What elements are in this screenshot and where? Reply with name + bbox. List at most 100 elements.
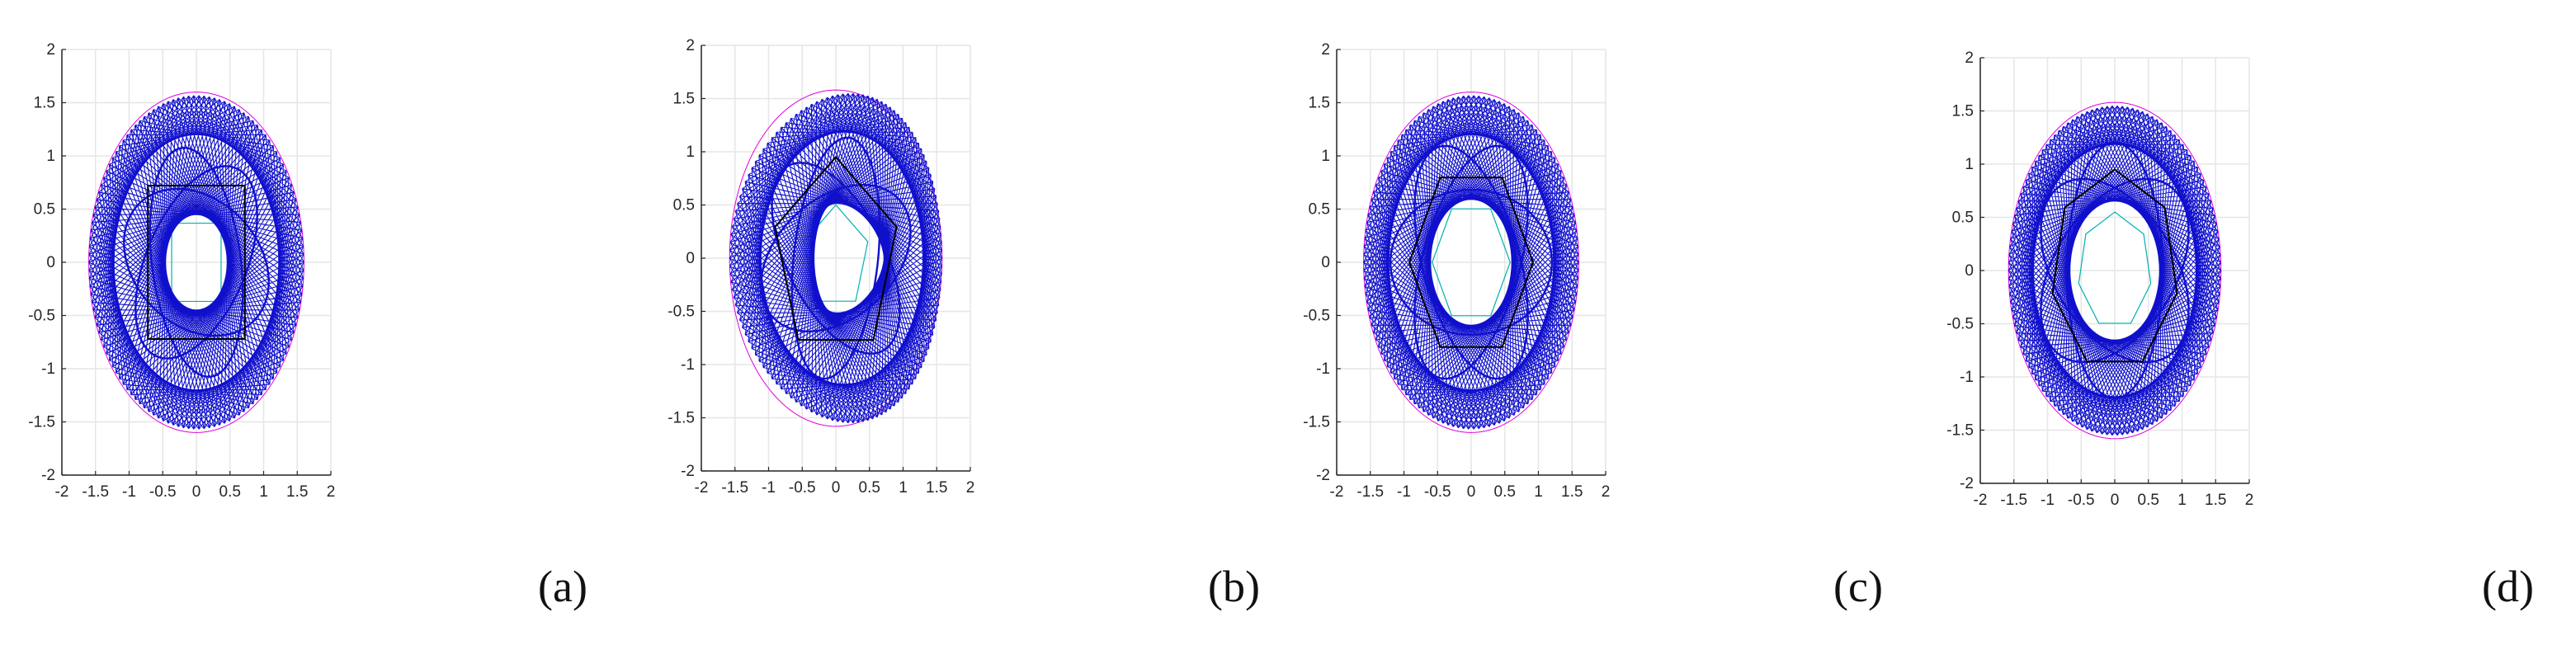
x-tick-label: 0.5 (1494, 483, 1516, 501)
x-tick-label: 1.5 (2205, 492, 2226, 509)
caption-c: (c) (1833, 562, 1883, 611)
strand-chords-primary (88, 95, 304, 430)
y-tick-label: 0 (1321, 254, 1330, 271)
x-tick-label: 2 (1602, 483, 1611, 501)
x-tick-label: 0 (1467, 483, 1476, 501)
strand-chords-primary (1363, 95, 1579, 430)
x-tick-label: -1.5 (82, 483, 109, 501)
x-tick-label: 1 (2177, 492, 2187, 509)
mid-band-ellipse (2040, 177, 2190, 364)
y-tick-label: -1.5 (1303, 414, 1330, 431)
y-tick-label: 0.5 (34, 201, 55, 219)
x-tick-label: -2 (695, 479, 709, 497)
x-tick-label: -1 (1397, 483, 1411, 501)
y-tick-label: 2 (46, 41, 55, 59)
x-tick-label: 0 (832, 479, 841, 497)
y-tick-label: 2 (686, 37, 695, 54)
y-tick-label: 1.5 (673, 91, 695, 108)
chart-panel-c: -2 -1.5 -1 -0.5 0 0.5 1 1.5 2 2 1.5 1 0.5 0 -0.5 -1 -1.5… (1275, 33, 1902, 528)
chart-d: -2 -1.5 -1 -0.5 0 0.5 1 1.5 2 2 1.5 1 0.5 0 -0.5 -1 -1.5… (1946, 49, 2254, 509)
chart-c: -2 -1.5 -1 -0.5 0 0.5 1 1.5 2 2 1.5 1 0.5 0 -0.5 -1 -1.5… (1303, 41, 1611, 501)
mid-band-ellipse (1413, 144, 1529, 380)
y-tick-label: 1 (1965, 156, 1974, 173)
curve-group (729, 89, 943, 427)
x-tick-label: -0.5 (149, 483, 177, 501)
mid-band-ellipse (2065, 142, 2164, 400)
y-tick-label: 1 (46, 148, 55, 165)
x-tick-label: -1 (122, 483, 136, 501)
x-tick-label: 1 (259, 483, 268, 501)
chart-panel-b: -2 -1.5 -1 -0.5 0 0.5 1 1.5 2 2 1.5 1 0.5 0 -0.5 -1 -1.5… (639, 29, 1267, 524)
y-tick-label: 1 (686, 144, 695, 161)
x-tick-label: -1.5 (1356, 483, 1384, 501)
y-tick-label: -2 (41, 467, 55, 484)
x-tick-label: 2 (2245, 492, 2254, 509)
y-tick-label: -2 (1960, 475, 1974, 492)
y-tick-label: -1 (1960, 369, 1974, 386)
inner-boundary-curve (2078, 211, 2152, 324)
x-tick-label: -0.5 (2068, 492, 2095, 509)
y-tick-label: 0 (686, 250, 695, 267)
y-tick-label: -1 (41, 360, 55, 378)
y-tick-label: 0 (46, 254, 55, 271)
x-tick-label: -0.5 (789, 479, 816, 497)
y-tick-label: -1.5 (28, 414, 55, 431)
x-tick-label: 0.5 (2138, 492, 2159, 509)
reference-polygon (1408, 177, 1535, 348)
outer-boundary-curve (1363, 92, 1579, 433)
mid-band-ellipse (760, 183, 912, 332)
caption-d: (d) (2482, 562, 2534, 611)
y-tick-label: -2 (681, 463, 695, 480)
y-tick-label: -0.5 (1303, 308, 1330, 325)
x-tick-label: 1 (1534, 483, 1543, 501)
y-tick-label: 1.5 (34, 95, 55, 112)
reference-polygon (774, 155, 898, 341)
y-tick-label: 0.5 (1309, 201, 1330, 219)
y-tick-label: -1.5 (1946, 422, 1974, 440)
x-tick-label: 1 (899, 479, 908, 497)
curve-group (2007, 101, 2222, 440)
y-tick-label: 1.5 (1952, 103, 1974, 120)
mid-band-ellipse (1389, 188, 1553, 337)
curve-group (1363, 92, 1579, 433)
y-tick-label: -1 (681, 356, 695, 374)
x-tick-label: 2 (327, 483, 336, 501)
y-tick-label: 0.5 (1952, 210, 1974, 227)
x-tick-label: 0 (192, 483, 201, 501)
mid-band-ellipse (123, 187, 270, 337)
chart-panel-d: -2 -1.5 -1 -0.5 0 0.5 1 1.5 2 2 1.5 1 0.5 0 -0.5 -1 -1.5… (1918, 41, 2545, 536)
y-tick-label: -1 (1316, 360, 1330, 378)
x-tick-label: 0.5 (219, 483, 241, 501)
y-tick-label: -0.5 (668, 304, 695, 321)
y-tick-label: -1.5 (668, 410, 695, 427)
strand-chords-primary (2007, 106, 2222, 435)
mid-band-ellipse (149, 146, 244, 379)
y-tick-label: 2 (1965, 49, 1974, 67)
x-tick-label: -2 (1974, 492, 1988, 509)
y-tick-label: 1.5 (1309, 95, 1330, 112)
x-tick-label: 0.5 (859, 479, 880, 497)
x-tick-label: -1.5 (721, 479, 748, 497)
inner-boundary-curve (1432, 208, 1511, 317)
x-tick-label: -1 (762, 479, 776, 497)
reference-polygon (147, 184, 246, 341)
strand-chords-secondary (88, 95, 304, 430)
y-tick-label: 2 (1321, 41, 1330, 59)
mid-band-ellipse (771, 162, 901, 355)
x-tick-label: 1.5 (1561, 483, 1583, 501)
x-tick-label: 1.5 (926, 479, 947, 497)
y-tick-label: -2 (1316, 467, 1330, 484)
x-tick-label: 0 (2111, 492, 2120, 509)
reference-polygon (2051, 168, 2178, 363)
x-tick-label: 2 (966, 479, 975, 497)
curve-group (88, 92, 304, 433)
mid-band-ellipse (790, 136, 881, 380)
x-tick-label: -0.5 (1424, 483, 1451, 501)
mid-band-ellipse (134, 165, 258, 360)
y-tick-label: 0 (1965, 262, 1974, 280)
chart-b: -2 -1.5 -1 -0.5 0 0.5 1 1.5 2 2 1.5 1 0.5 0 -0.5 -1 -1.5… (668, 37, 975, 497)
strand-chords-secondary (729, 92, 943, 424)
y-tick-label: 1 (1321, 148, 1330, 165)
mid-band-ellipse (1413, 144, 1529, 380)
caption-a: (a) (538, 562, 587, 611)
